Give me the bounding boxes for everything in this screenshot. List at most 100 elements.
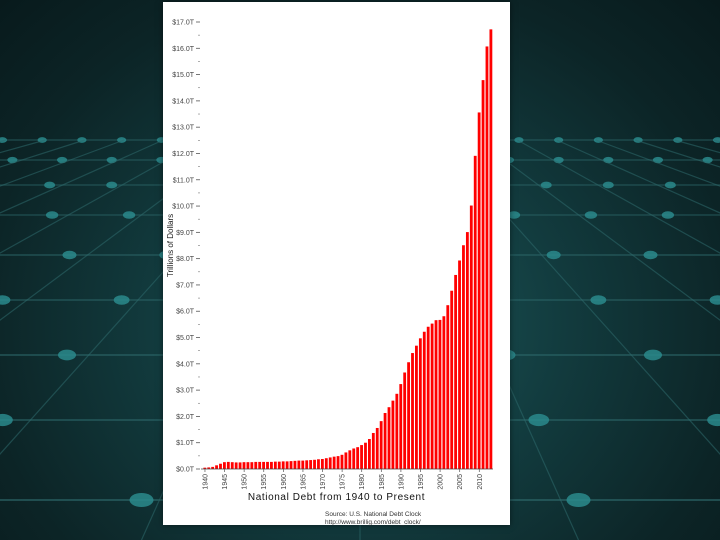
grid-node xyxy=(106,181,118,189)
x-tick-label: 1985 xyxy=(379,474,386,490)
bar xyxy=(454,274,458,469)
bar xyxy=(477,112,481,469)
grid-node xyxy=(514,137,524,143)
bar xyxy=(273,461,277,469)
x-tick-label: 1940 xyxy=(202,474,209,490)
grid-node xyxy=(0,295,11,305)
bar xyxy=(301,460,305,469)
bar xyxy=(450,290,454,469)
grid-line xyxy=(0,139,125,187)
x-tick-label: 2010 xyxy=(477,474,484,490)
bar xyxy=(465,232,469,469)
bar xyxy=(462,245,465,469)
bar xyxy=(411,353,414,469)
chart-panel: Trillions of Dollars $0.0T $1.0T $2.0T $3.0T… xyxy=(163,2,510,526)
grid-node xyxy=(540,181,552,189)
bar xyxy=(219,463,222,469)
bar xyxy=(207,467,211,469)
bar xyxy=(422,331,426,469)
bar xyxy=(340,454,344,469)
bar xyxy=(395,393,399,469)
y-tick-label: $14.0T xyxy=(172,98,195,105)
grid-line xyxy=(0,139,243,321)
bar xyxy=(367,439,371,469)
chart-plot: Trillions of Dollars $0.0T $1.0T $2.0T $3.0T… xyxy=(166,20,493,490)
bar xyxy=(226,461,230,469)
bar xyxy=(203,467,207,469)
grid-node xyxy=(546,250,561,260)
bar xyxy=(352,448,356,469)
y-tick-label: $9.0T xyxy=(176,230,195,237)
bar xyxy=(215,465,218,469)
grid-line xyxy=(517,139,720,254)
y-tick-label: $11.0T xyxy=(173,177,195,184)
bar xyxy=(281,461,285,469)
bar xyxy=(469,205,473,469)
bar xyxy=(426,326,430,469)
grid-line xyxy=(0,139,46,154)
grid-line xyxy=(674,139,720,154)
grid-node xyxy=(566,493,591,507)
y-tick-label: $0.0T xyxy=(176,467,195,474)
grid-node xyxy=(661,211,675,219)
bar xyxy=(356,447,360,469)
bar xyxy=(383,412,387,469)
bar xyxy=(317,459,320,469)
bar xyxy=(293,460,297,469)
bar xyxy=(473,155,477,470)
bar xyxy=(332,456,336,469)
grid-node xyxy=(113,295,130,305)
bar xyxy=(418,338,422,469)
x-tick-label: 2005 xyxy=(457,474,464,490)
grid-line xyxy=(0,139,164,214)
x-tick-label: 1980 xyxy=(359,474,366,490)
bar xyxy=(391,400,395,469)
x-tick-label: 1970 xyxy=(320,474,327,490)
bar xyxy=(309,460,313,469)
x-tick-label: 1955 xyxy=(261,474,268,490)
y-tick-label: $3.0T xyxy=(176,388,195,395)
bar xyxy=(379,421,383,469)
bar xyxy=(305,460,309,469)
bar xyxy=(364,442,367,469)
y-tick-label: $7.0T xyxy=(176,282,195,289)
grid-node xyxy=(57,349,77,361)
x-tick-label: 2000 xyxy=(438,474,445,490)
bar xyxy=(328,457,332,469)
bar xyxy=(277,461,281,469)
bar xyxy=(246,462,250,469)
bar xyxy=(266,461,269,469)
grid-node xyxy=(709,295,720,305)
grid-node xyxy=(702,156,713,164)
chart-source: Source: U.S. National Debt Clock http://… xyxy=(325,511,505,526)
y-tick-label: $4.0T xyxy=(176,361,195,368)
bar xyxy=(211,466,215,469)
grid-node xyxy=(528,413,550,427)
bar xyxy=(258,461,262,469)
chart-source-text: Source: U.S. National Debt Clock xyxy=(325,511,422,518)
grid-line xyxy=(595,139,720,187)
x-tick-label: 1995 xyxy=(418,474,425,490)
bar xyxy=(434,320,438,469)
bar xyxy=(320,459,324,469)
x-tick-label: 1975 xyxy=(340,474,347,490)
bar xyxy=(222,462,226,469)
grid-node xyxy=(7,156,18,164)
bar xyxy=(489,29,493,469)
bar xyxy=(230,462,234,469)
y-tick-label: $1.0T xyxy=(176,440,195,447)
y-tick-label: $17.0T xyxy=(172,20,195,27)
bar xyxy=(458,260,461,469)
x-tick-label: 1950 xyxy=(242,474,249,490)
bar xyxy=(254,461,258,469)
y-tick-label: $13.0T xyxy=(172,125,195,132)
grid-node xyxy=(584,211,598,219)
bar xyxy=(399,384,403,469)
y-tick-label: $8.0T xyxy=(176,256,195,263)
x-tick-label: 1965 xyxy=(300,474,307,490)
x-tick-label: 1945 xyxy=(222,474,229,490)
bar xyxy=(285,461,289,469)
grid-node xyxy=(62,250,77,260)
y-tick-label: $6.0T xyxy=(176,309,195,316)
bar xyxy=(442,316,446,469)
